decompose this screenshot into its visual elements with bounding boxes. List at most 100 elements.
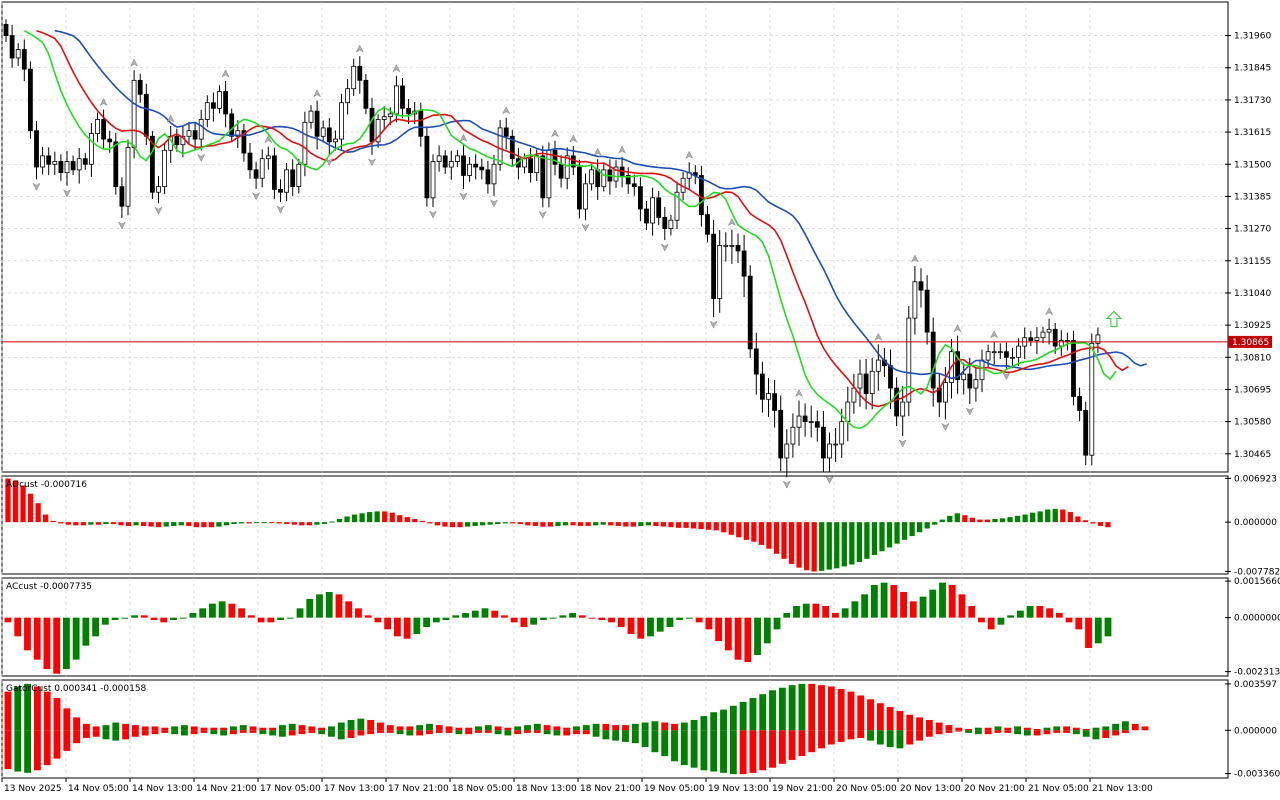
gator-upper-bar xyxy=(1053,726,1061,731)
histogram-bar xyxy=(63,617,70,669)
gator-lower-bar xyxy=(386,730,394,733)
candle-body xyxy=(485,169,491,185)
histogram-bar xyxy=(822,606,830,618)
gator-lower-bar xyxy=(347,730,355,739)
histogram-bar xyxy=(754,617,761,655)
y-tick-label: 0.003597 xyxy=(1234,680,1277,690)
histogram-bar xyxy=(12,480,19,523)
y-tick-label: 0.0015660 xyxy=(1234,577,1280,587)
gator-lower-bar xyxy=(494,730,502,735)
gator-upper-bar xyxy=(298,725,306,731)
candle-body xyxy=(149,135,155,193)
gator-panel[interactable] xyxy=(4,683,1149,775)
histogram-bar xyxy=(969,517,976,523)
gator-upper-bar xyxy=(631,723,639,731)
histogram-bar xyxy=(88,522,94,525)
histogram-bar xyxy=(978,617,985,623)
histogram-bar xyxy=(384,617,392,630)
histogram-bar xyxy=(549,617,557,619)
fractal-up-marker xyxy=(392,64,401,73)
histogram-bar xyxy=(345,601,353,618)
x-tick-label: 20 Nov 21:00 xyxy=(964,784,1025,794)
ac-panel[interactable] xyxy=(4,582,1112,674)
gator-upper-bar xyxy=(847,691,855,731)
histogram-bar xyxy=(1094,617,1102,644)
histogram-bar xyxy=(968,606,976,618)
candle-body xyxy=(894,387,899,417)
gator-lower-bar xyxy=(504,730,512,736)
ao-panel[interactable] xyxy=(5,478,1111,572)
gator-upper-bar xyxy=(465,727,473,731)
gator-upper-bar xyxy=(690,719,698,731)
histogram-bar xyxy=(170,617,177,620)
histogram-bar xyxy=(832,613,839,618)
histogram-bar xyxy=(540,522,546,527)
candle-body xyxy=(448,161,454,168)
candle-body xyxy=(131,79,137,148)
histogram-bar xyxy=(1045,509,1051,523)
histogram-bar xyxy=(267,617,275,623)
x-tick-label: 14 Nov 21:00 xyxy=(196,784,257,794)
histogram-bar xyxy=(510,617,518,623)
fractal-up-marker xyxy=(355,44,364,53)
histogram-bar xyxy=(608,617,615,623)
histogram-bar xyxy=(359,513,365,523)
candle-body xyxy=(442,155,448,168)
histogram-bar xyxy=(569,613,577,618)
fractal-down-marker xyxy=(325,157,334,167)
gator-upper-bar xyxy=(1092,727,1100,731)
histogram-bar xyxy=(999,518,1006,523)
gator-upper-bar xyxy=(896,710,904,731)
gator-upper-bar xyxy=(308,726,316,731)
histogram-bar xyxy=(247,615,255,618)
y-tick-label: 1.31615 xyxy=(1234,128,1271,138)
gator-upper-bar xyxy=(1023,727,1031,731)
candle-body xyxy=(729,244,735,247)
histogram-bar xyxy=(851,601,859,618)
fractal-down-marker xyxy=(154,206,163,215)
histogram-bar xyxy=(637,617,645,639)
fractal-up-marker xyxy=(727,217,736,227)
histogram-bar xyxy=(744,617,752,662)
candle-body xyxy=(741,250,747,277)
gator-lower-bar xyxy=(33,730,41,771)
histogram-bar xyxy=(316,594,323,618)
gator-upper-bar xyxy=(475,726,482,731)
histogram-bar xyxy=(329,521,335,523)
histogram-bar xyxy=(987,617,995,630)
gator-upper-bar xyxy=(269,727,277,731)
histogram-bar xyxy=(547,522,554,527)
gator-lower-bar xyxy=(445,730,453,733)
candle-body xyxy=(387,113,393,118)
histogram-bar xyxy=(796,522,802,568)
histogram-bar xyxy=(751,522,757,542)
fractal-up-marker xyxy=(569,134,578,143)
grid-lines xyxy=(1,2,1228,778)
histogram-bar xyxy=(156,522,162,528)
gator-lower-bar xyxy=(749,730,757,773)
histogram-bar xyxy=(299,522,305,526)
histogram-bar xyxy=(924,522,930,529)
fractal-down-marker xyxy=(489,199,499,208)
histogram-bar xyxy=(491,610,499,618)
histogram-bar xyxy=(296,608,304,618)
gator-lower-bar xyxy=(769,730,776,768)
candle-body xyxy=(247,152,253,171)
gator-lower-bar xyxy=(1053,730,1061,733)
histogram-bar xyxy=(525,522,531,526)
histogram-bar xyxy=(238,522,245,524)
candle-body xyxy=(638,186,643,210)
candle-body xyxy=(107,138,113,143)
candle-body xyxy=(760,373,765,400)
price-panel[interactable]: 1.30865 xyxy=(2,19,1272,489)
histogram-bar xyxy=(423,617,430,627)
fractal-down-marker xyxy=(252,192,261,201)
histogram-bar xyxy=(464,522,471,527)
candle-body xyxy=(467,163,473,176)
histogram-bar xyxy=(932,522,938,525)
histogram-bar xyxy=(314,522,320,525)
candle-body xyxy=(253,169,259,179)
candle-body xyxy=(345,88,351,104)
gator-upper-bar xyxy=(288,723,296,731)
